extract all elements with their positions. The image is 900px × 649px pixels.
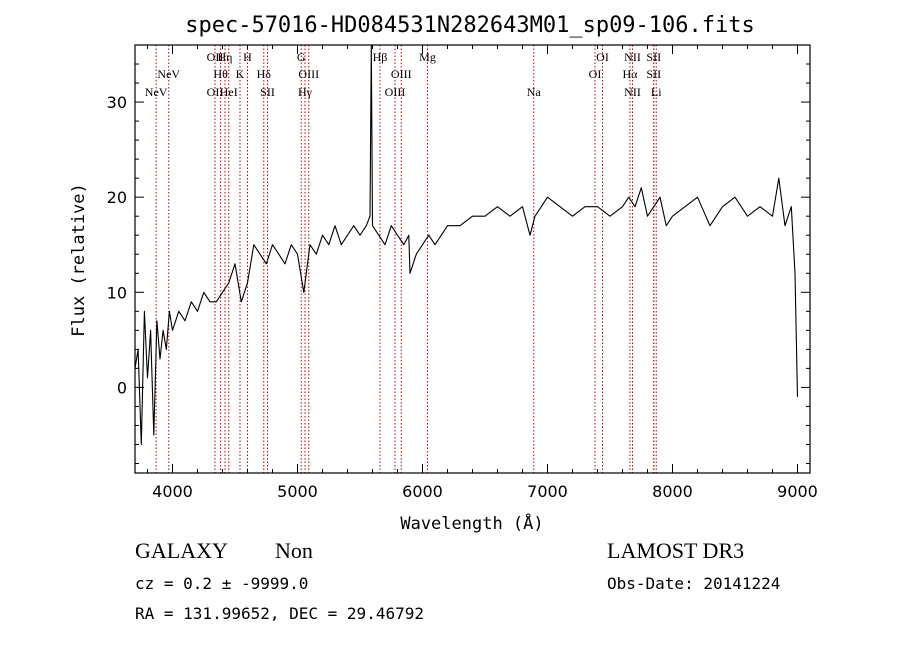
line-label: OIII (391, 67, 412, 81)
object-subclass: Non (275, 538, 313, 563)
redshift-readout: cz = 0.2 ± -9999.0 (135, 574, 309, 593)
line-label: Hα (623, 67, 639, 81)
line-label: Li (651, 85, 662, 99)
spectrum-series (134, 44, 799, 446)
line-label: NeV (145, 85, 168, 99)
line-label: Hθ (213, 67, 228, 81)
y-tick-label: 10 (107, 283, 127, 302)
object-class: GALAXY (135, 538, 228, 563)
chart-title: spec-57016-HD084531N282643M01_sp09-106.f… (185, 13, 755, 38)
emission-line-markers: NeVNeVOIIOIIHθHηHeIKHHδSIIGHγOIIIHβOIIIO… (145, 45, 662, 473)
spectrum-line (134, 44, 799, 446)
line-label: HeI (220, 85, 238, 99)
plot-frame (134, 44, 811, 474)
survey-name: LAMOST DR3 (607, 538, 745, 563)
line-label: Hβ (373, 50, 388, 64)
y-tick-label: 0 (117, 378, 127, 397)
x-tick-label: 5000 (277, 482, 318, 501)
line-label: Hγ (298, 85, 313, 99)
y-axis-label: Flux (relative) (69, 183, 89, 337)
x-tick-label: 8000 (652, 482, 693, 501)
x-tick-label: 6000 (402, 482, 443, 501)
line-label: Mg (419, 50, 436, 64)
line-label: H (243, 50, 252, 64)
y-tick-label: 20 (107, 188, 127, 207)
coordinates-readout: RA = 131.99652, DEC = 29.46792 (135, 604, 424, 623)
line-label: G (297, 50, 306, 64)
x-tick-label: 4000 (152, 482, 193, 501)
y-tick-label: 30 (107, 93, 127, 112)
line-label: OIII (385, 85, 406, 99)
y-axis: 0 10 20 30 (107, 44, 810, 464)
line-label: SII (260, 85, 275, 99)
line-label: OI (596, 50, 609, 64)
x-axis: 4000 5000 6000 7000 8000 9000 (147, 45, 818, 501)
line-label: NeV (157, 67, 180, 81)
line-label: SII (646, 67, 661, 81)
line-label: OI (589, 67, 602, 81)
line-label: Hη (218, 50, 233, 64)
line-label: NII (624, 85, 641, 99)
line-label: Na (527, 85, 542, 99)
x-tick-label: 7000 (527, 482, 568, 501)
line-label: OIII (298, 67, 319, 81)
x-tick-label: 9000 (777, 482, 818, 501)
line-label: OII (207, 85, 224, 99)
line-label: Hδ (257, 67, 272, 81)
line-label: K (236, 67, 245, 81)
observation-date: Obs-Date: 20141224 (607, 574, 781, 593)
x-axis-label: Wavelength (Å) (400, 512, 543, 534)
